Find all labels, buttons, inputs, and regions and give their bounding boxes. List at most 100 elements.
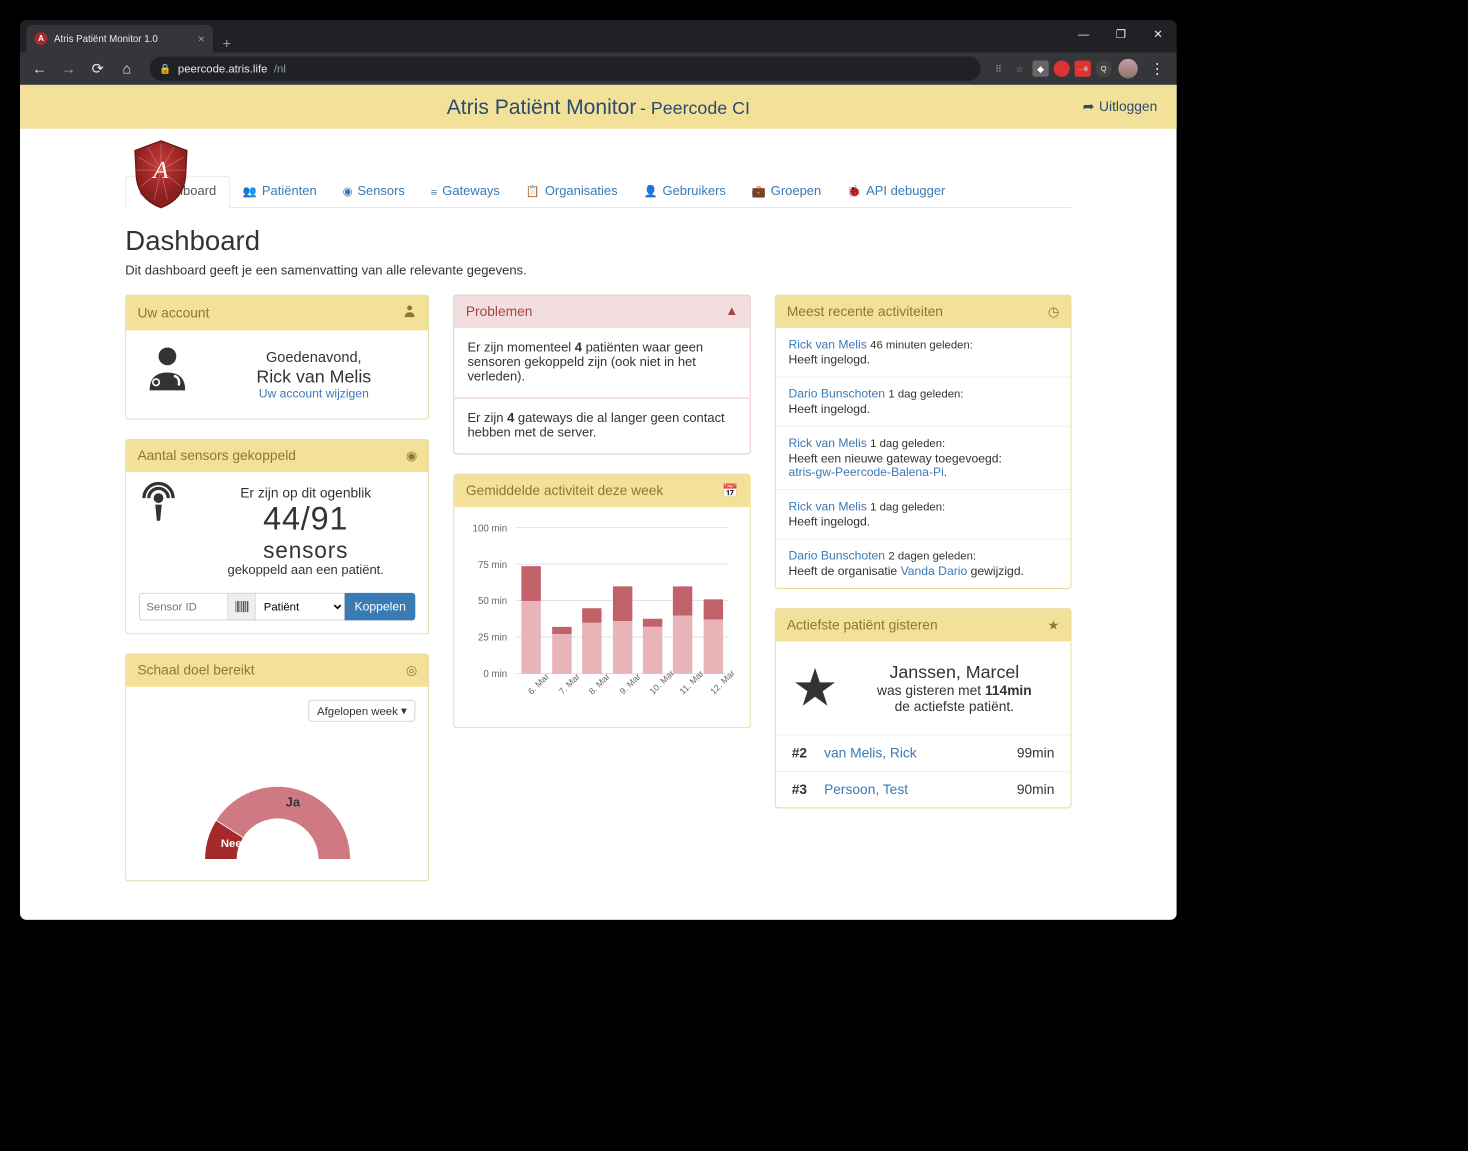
star-minutes: 114min: [985, 682, 1032, 697]
activity-who[interactable]: Rick van Melis: [788, 436, 866, 450]
logout-link[interactable]: ➦ Uitloggen: [1083, 99, 1158, 115]
donut-label-no: Nee: [221, 838, 242, 850]
reload-button[interactable]: ⟳: [85, 56, 111, 82]
menu-button[interactable]: ⋮: [1144, 56, 1170, 82]
star-panel-title: Actiefste patiënt gisteren: [787, 617, 938, 633]
tab-orgs[interactable]: 📋Organisaties: [513, 176, 631, 208]
lastpass-icon[interactable]: ···6: [1075, 61, 1091, 77]
patient-select[interactable]: Patiënt: [256, 593, 345, 621]
tab-patients[interactable]: 👥 Patiënten: [230, 176, 330, 208]
patients-icon: 👥: [243, 184, 257, 198]
activity-link[interactable]: Vanda Dario: [901, 564, 968, 578]
chart-x-label: 8. Mar: [587, 672, 612, 697]
activity-chart: 6. Mar 7. Mar 8. Mar 9. Mar 10. Mar 11. …: [467, 520, 736, 714]
drive-icon[interactable]: ◆: [1033, 61, 1049, 77]
clock-icon: ◷: [1048, 304, 1059, 320]
browser-window: A Atris Patiënt Monitor 1.0 × + — ❐ ✕ ← …: [20, 20, 1177, 920]
page-subtitle: Dit dashboard geeft je een samenvatting …: [125, 264, 1071, 279]
chart-panel: Gemiddelde activiteit deze week 📅 6. Mar…: [454, 474, 751, 728]
chart-y-label: 25 min: [467, 632, 512, 643]
tab-groups[interactable]: 💼 Groepen: [739, 176, 834, 208]
tab-close-icon[interactable]: ×: [198, 32, 205, 45]
extension-icons: ⠿ ☆ ◆ ···6 Q: [990, 61, 1112, 77]
podcast-small-icon: ◉: [406, 448, 417, 464]
ext-icon-5[interactable]: Q: [1096, 61, 1112, 77]
profile-avatar[interactable]: [1118, 59, 1137, 78]
activity-what: Heeft de organisatie Vanda Dario gewijzi…: [788, 564, 1057, 578]
account-name: Rick van Melis: [212, 365, 416, 386]
account-panel-title: Uw account: [137, 305, 209, 321]
rank-patient-link[interactable]: van Melis, Rick: [824, 745, 1017, 761]
chart-bar: 11. Mar: [673, 528, 692, 674]
activity-who[interactable]: Rick van Melis: [788, 338, 866, 352]
sensors-line3: gekoppeld aan een patiënt.: [196, 564, 416, 579]
page-scroll[interactable]: Atris Patiënt Monitor - Peercode CI ➦ Ui…: [20, 85, 1177, 920]
activity-when: 46 minuten geleden:: [870, 338, 973, 351]
address-bar[interactable]: 🔒 peercode.atris.life/nl: [150, 56, 981, 80]
nav-tabs: ⏱Dashboard 👥Patiënten ◉Sensors ≡Gateways…: [125, 176, 1071, 208]
window-maximize-button[interactable]: ❐: [1102, 20, 1139, 48]
chart-y-label: 0 min: [467, 668, 512, 679]
goal-panel-title: Schaal doel bereikt: [137, 662, 254, 678]
groups-icon: 💼: [752, 184, 766, 198]
chart-y-label: 50 min: [467, 595, 512, 606]
chart-x-label: 9. Mar: [618, 672, 643, 697]
activities-panel-title: Meest recente activiteiten: [787, 304, 943, 320]
activity-who[interactable]: Dario Bunschoten: [788, 387, 885, 401]
chart-bar: 12. Mar: [704, 528, 723, 674]
koppelen-button[interactable]: Koppelen: [345, 593, 416, 621]
tab-patients-label: Patiënten: [262, 184, 317, 199]
translate-icon[interactable]: ⠿: [990, 61, 1006, 77]
activity-when: 1 dag geleden:: [870, 500, 945, 513]
forward-button[interactable]: →: [56, 56, 82, 82]
barcode-icon[interactable]: [228, 593, 256, 621]
activity-who[interactable]: Dario Bunschoten: [788, 549, 885, 563]
activities-list: Rick van Melis 46 minuten geleden: Heeft …: [775, 328, 1070, 588]
logout-label: Uitloggen: [1099, 99, 1157, 115]
back-button[interactable]: ←: [26, 56, 52, 82]
activity-item: Dario Bunschoten 2 dagen geleden:Heeft d…: [775, 539, 1070, 588]
sensor-id-input[interactable]: [139, 593, 228, 621]
chart-bar: 9. Mar: [613, 528, 632, 674]
tab-groups-label: Groepen: [771, 184, 821, 199]
tab-sensors[interactable]: ◉Sensors: [330, 176, 418, 208]
rank-time: 90min: [1017, 781, 1055, 797]
problem-2a: Er zijn: [467, 411, 507, 425]
tab-api[interactable]: 🐞API debugger: [834, 176, 958, 208]
activity-link[interactable]: atris-gw-Peercode-Balena-Pi: [788, 466, 943, 480]
chevron-down-icon: ▾: [401, 704, 407, 718]
tab-gateways[interactable]: ≡Gateways: [418, 176, 513, 208]
chart-bar: 6. Mar: [522, 528, 541, 674]
account-edit-link[interactable]: Uw account wijzigen: [212, 387, 416, 401]
app-logo: A: [129, 137, 194, 210]
browser-tab[interactable]: A Atris Patiënt Monitor 1.0 ×: [26, 25, 212, 53]
new-tab-button[interactable]: +: [213, 35, 241, 52]
rank-row: #3Persoon, Test90min: [775, 771, 1070, 807]
tab-favicon: A: [35, 32, 48, 45]
problems-panel-title: Problemen: [466, 304, 533, 320]
tab-users-label: Gebruikers: [662, 184, 725, 199]
sensors-icon: ◉: [343, 184, 353, 198]
tab-strip: A Atris Patiënt Monitor 1.0 × + — ❐ ✕: [20, 20, 1177, 52]
activity-what: Heeft ingelogd.: [788, 353, 1057, 367]
target-icon: ◎: [406, 662, 417, 678]
svg-text:A: A: [151, 157, 169, 184]
star-icon[interactable]: ☆: [1011, 61, 1027, 77]
goal-dropdown-label: Afgelopen week: [317, 704, 398, 717]
ublock-icon[interactable]: [1054, 61, 1070, 77]
goal-period-dropdown[interactable]: Afgelopen week ▾: [308, 700, 415, 722]
tab-orgs-label: Organisaties: [545, 184, 618, 199]
rank-number: #3: [792, 781, 824, 797]
star-small-icon: ★: [1048, 617, 1060, 633]
chart-y-label: 100 min: [467, 522, 512, 533]
chart-bar: 10. Mar: [643, 528, 662, 674]
rank-number: #2: [792, 745, 824, 761]
tab-users[interactable]: 👤Gebruikers: [631, 176, 739, 208]
activity-who[interactable]: Rick van Melis: [788, 500, 866, 514]
home-button[interactable]: ⌂: [114, 56, 140, 82]
star-panel: Actiefste patiënt gisteren ★ ★ Janssen, …: [775, 608, 1072, 808]
window-close-button[interactable]: ✕: [1139, 20, 1176, 48]
rank-patient-link[interactable]: Persoon, Test: [824, 781, 1017, 797]
window-minimize-button[interactable]: —: [1065, 20, 1102, 48]
doctor-icon: [139, 343, 196, 405]
